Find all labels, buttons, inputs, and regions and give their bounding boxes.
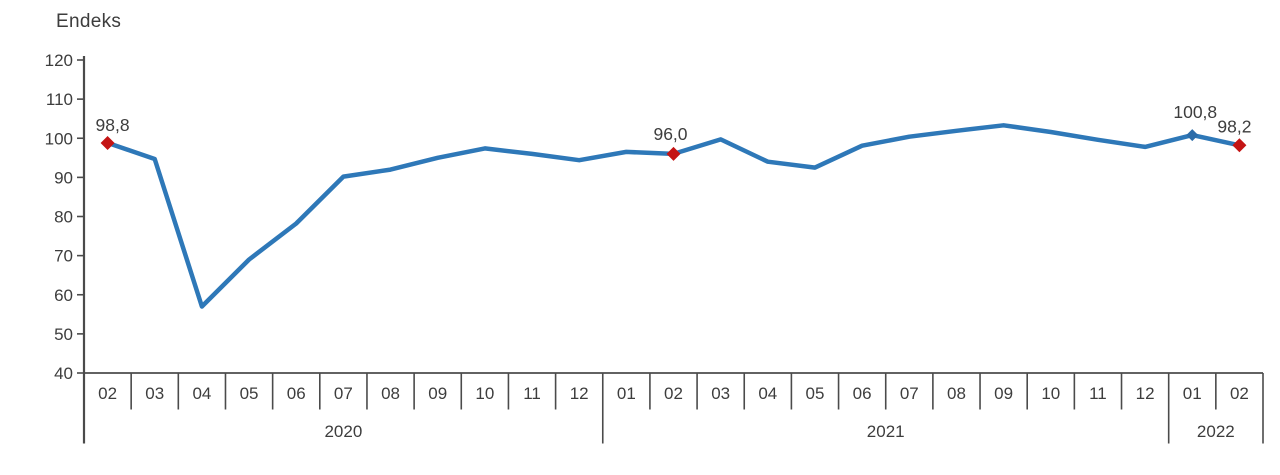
- month-label: 05: [240, 384, 259, 403]
- data-point-marker: [1232, 138, 1247, 153]
- month-label: 02: [664, 384, 683, 403]
- year-label: 2021: [867, 422, 905, 441]
- point-value-label: 100,8: [1173, 102, 1217, 122]
- point-value-label: 96,0: [653, 124, 687, 144]
- month-label: 08: [947, 384, 966, 403]
- y-axis-tick-label: 40: [54, 364, 73, 383]
- y-axis-tick-label: 90: [54, 168, 73, 187]
- point-value-label: 98,2: [1217, 116, 1251, 136]
- month-label: 01: [617, 384, 636, 403]
- month-label: 06: [853, 384, 872, 403]
- month-label: 09: [994, 384, 1013, 403]
- month-label: 03: [711, 384, 730, 403]
- month-label: 07: [900, 384, 919, 403]
- month-label: 11: [1089, 384, 1107, 403]
- year-label: 2020: [324, 422, 362, 441]
- point-value-label: 98,8: [96, 115, 130, 135]
- month-label: 07: [334, 384, 353, 403]
- month-label: 12: [570, 384, 589, 403]
- month-label: 02: [98, 384, 117, 403]
- month-label: 12: [1136, 384, 1155, 403]
- y-axis-tick-label: 100: [45, 129, 73, 148]
- month-label: 10: [475, 384, 494, 403]
- month-label: 04: [758, 384, 777, 403]
- month-label: 04: [192, 384, 211, 403]
- y-axis-title: Endeks: [56, 11, 122, 32]
- month-label: 03: [145, 384, 164, 403]
- y-axis-tick-label: 60: [54, 286, 73, 305]
- month-label: 02: [1230, 384, 1249, 403]
- y-axis-tick-label: 50: [54, 325, 73, 344]
- month-label: 01: [1183, 384, 1202, 403]
- data-point-marker: [666, 146, 681, 161]
- month-label: 05: [806, 384, 825, 403]
- y-axis-tick-label: 120: [45, 51, 73, 70]
- month-label: 06: [287, 384, 306, 403]
- y-axis-tick-label: 70: [54, 247, 73, 266]
- y-axis-tick-label: 110: [46, 90, 73, 109]
- month-label: 08: [381, 384, 400, 403]
- month-label: 10: [1041, 384, 1060, 403]
- month-label: 11: [523, 384, 541, 403]
- data-point-marker: [1186, 129, 1199, 142]
- data-point-marker: [100, 135, 115, 150]
- y-axis-tick-label: 80: [54, 208, 73, 227]
- month-label: 09: [428, 384, 447, 403]
- year-label: 2022: [1197, 422, 1235, 441]
